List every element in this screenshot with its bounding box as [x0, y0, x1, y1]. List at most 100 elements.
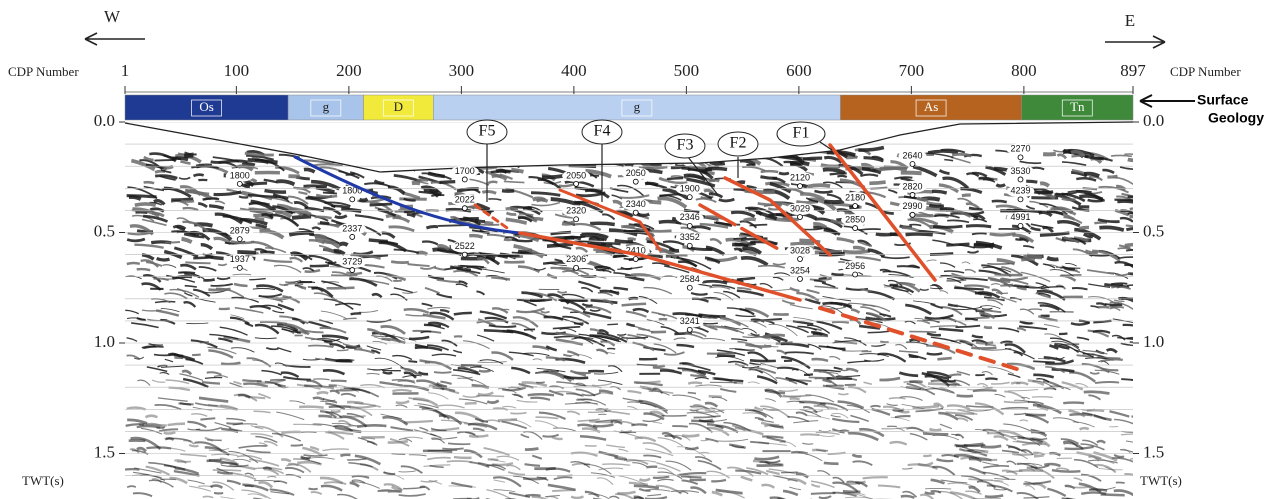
reflector: [824, 201, 844, 202]
reflector: [837, 176, 846, 177]
reflector: [469, 236, 482, 238]
reflector: [260, 252, 274, 253]
reflector: [404, 211, 415, 212]
reflector: [502, 191, 514, 192]
reflector: [843, 491, 861, 492]
reflector: [750, 360, 776, 361]
velocity-label: 1800: [230, 170, 250, 180]
x-tick-label: 200: [336, 61, 362, 80]
figure: W E CDP Number CDP Number TWT(s) TWT(s) …: [0, 0, 1286, 499]
reflector: [667, 178, 683, 179]
velocity-label: 2022: [455, 195, 475, 205]
west-label: W: [104, 7, 121, 26]
x-tick-label: 700: [899, 61, 925, 80]
velocity-label: 4991: [1010, 212, 1030, 222]
velocity-point: [350, 268, 355, 273]
reflector: [1033, 361, 1055, 362]
reflector: [889, 398, 906, 399]
reflector: [434, 372, 451, 373]
reflector: [972, 233, 987, 234]
reflector: [1080, 428, 1089, 429]
reflector: [331, 411, 341, 412]
reflector: [408, 361, 417, 362]
velocity-label: 3254: [790, 265, 810, 275]
reflector: [157, 259, 170, 260]
reflector: [925, 492, 935, 493]
reflector: [315, 236, 327, 238]
reflector: [996, 185, 1005, 186]
y-tick-label: 0.5: [1143, 221, 1164, 240]
reflector: [388, 441, 408, 442]
reflector: [790, 243, 814, 244]
reflector: [517, 300, 545, 301]
reflector: [343, 416, 366, 417]
reflector: [735, 244, 748, 246]
reflector: [589, 239, 604, 240]
velocity-point: [687, 327, 692, 332]
reflector: [688, 383, 702, 384]
reflector: [996, 293, 1008, 294]
reflector: [906, 234, 933, 235]
velocity-label: 3028: [790, 245, 810, 255]
x-tick-label: 500: [674, 61, 700, 80]
reflector: [317, 392, 328, 393]
velocity-point: [574, 181, 579, 186]
reflector: [749, 225, 767, 226]
velocity-label: 3530: [1010, 166, 1030, 176]
velocity-label: 2180: [845, 192, 865, 202]
reflector: [863, 477, 888, 478]
velocity-label: 2584: [680, 274, 700, 284]
velocity-label: 2346: [680, 212, 700, 222]
x-tick-label: 100: [224, 61, 250, 80]
x-axis-label: CDP Number: [1170, 64, 1241, 79]
velocity-label: 3352: [680, 232, 700, 242]
velocity-label: 2990: [902, 201, 922, 211]
reflector: [213, 470, 241, 471]
reflector: [613, 255, 629, 256]
reflector: [646, 467, 657, 468]
reflector: [308, 488, 317, 489]
reflector: [1111, 155, 1132, 156]
reflector: [985, 379, 997, 380]
reflector: [315, 217, 332, 218]
reflector: [454, 313, 472, 315]
velocity-point: [910, 192, 915, 197]
reflector: [1047, 258, 1058, 260]
reflector: [454, 457, 472, 458]
reflector: [506, 213, 516, 215]
y-axis-label: TWT(s): [1140, 473, 1182, 488]
velocity-label: 2640: [902, 150, 922, 160]
reflector: [525, 449, 539, 450]
reflector: [803, 158, 822, 159]
reflector: [221, 363, 240, 364]
velocity-label: 2337: [342, 223, 362, 233]
reflector: [653, 477, 669, 478]
reflector: [237, 252, 256, 253]
reflector: [927, 353, 943, 354]
reflector: [966, 226, 991, 227]
reflector: [562, 222, 574, 224]
velocity-point: [798, 257, 803, 262]
velocity-label: 2306: [566, 254, 586, 264]
velocity-label: 1700: [455, 166, 475, 176]
reflector: [337, 350, 349, 351]
surface-geology-title: Surface: [1197, 92, 1249, 108]
geology-label: As: [924, 99, 938, 114]
velocity-label: 2050: [626, 168, 646, 178]
reflector: [289, 233, 314, 235]
reflector: [968, 479, 992, 480]
y-tick-label: 0.5: [94, 221, 115, 240]
surface-arrow: [1140, 95, 1195, 107]
velocity-point: [462, 252, 467, 257]
reflector: [624, 165, 633, 166]
velocity-point: [1018, 223, 1023, 228]
geology-label: g: [634, 99, 641, 114]
reflector: [1026, 181, 1037, 182]
reflector: [760, 177, 777, 179]
reflector: [688, 393, 696, 394]
reflector: [927, 203, 942, 205]
reflector: [202, 382, 220, 384]
reflector: [488, 459, 499, 460]
reflector: [1079, 227, 1089, 228]
reflector: [242, 380, 261, 381]
